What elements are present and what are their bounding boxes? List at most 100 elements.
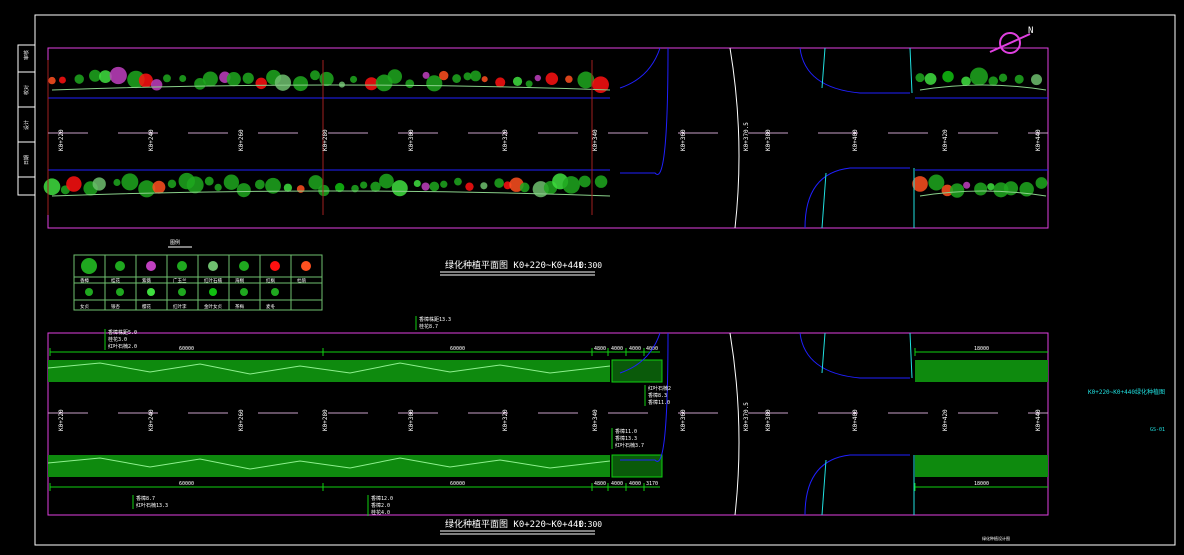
- title-block: [17, 44, 36, 196]
- station-label: K0+360: [680, 129, 687, 151]
- road-edge: [799, 47, 910, 94]
- tree-symbol: [255, 77, 267, 90]
- tree-symbol: [223, 174, 240, 190]
- tree-symbol: [452, 74, 461, 83]
- tree-symbol: [987, 183, 995, 191]
- tree-symbol: [562, 176, 580, 194]
- tree-symbol: [236, 183, 251, 198]
- tree-symbol: [1031, 74, 1043, 86]
- tree-symbol: [163, 74, 171, 83]
- station-label: K0+320: [502, 409, 509, 431]
- tree-symbol: [274, 74, 292, 91]
- station-label: K0+440: [1035, 409, 1042, 431]
- tree-symbol: [204, 176, 214, 186]
- legend-symbol-icon: [208, 261, 218, 271]
- footer-note: 绿化种植设计图: [982, 535, 1010, 541]
- tree-symbol: [58, 76, 66, 84]
- curb-line: [909, 47, 913, 94]
- tree-symbol: [387, 69, 403, 84]
- station-label: K0+220: [58, 409, 65, 431]
- legend-label: 樱花: [142, 303, 151, 310]
- station-label: K0+360: [680, 409, 687, 431]
- legend-label: 茶梅: [235, 303, 244, 310]
- tree-symbol: [360, 181, 368, 189]
- planting-strip-end: [611, 454, 663, 478]
- dimension-label: 18000: [974, 481, 989, 487]
- station-label: K0+420: [942, 129, 949, 151]
- tree-symbol: [439, 70, 449, 81]
- dimension-label: 4000: [611, 346, 623, 352]
- legend-symbol-icon: [270, 261, 280, 271]
- curb-line: [821, 47, 826, 89]
- legend-label: 紫薇: [142, 277, 151, 284]
- tree-symbol: [440, 180, 448, 188]
- dimension-label: 60000: [179, 346, 194, 352]
- tree-symbol: [138, 73, 153, 88]
- tree-symbol: [525, 80, 533, 88]
- annotation-label: 桂花3.0: [108, 336, 127, 343]
- station-label: K0+420: [942, 409, 949, 431]
- station-label: K0+400: [852, 409, 859, 431]
- tree-symbol: [242, 72, 254, 84]
- legend-symbol-icon: [116, 288, 124, 296]
- legend-title: 图例: [170, 239, 180, 246]
- tree-symbol: [265, 177, 281, 194]
- tree-symbol: [150, 79, 163, 91]
- legend-symbol-icon: [146, 261, 156, 271]
- tree-symbol: [998, 73, 1008, 82]
- plan-scale: 1:300: [578, 261, 602, 270]
- station-label: K0+240: [148, 409, 155, 431]
- north-arrow-icon: N: [989, 26, 1033, 54]
- tree-symbol: [578, 175, 591, 188]
- tree-symbol: [92, 177, 106, 191]
- planting-plan: K0+220 K0+240 K0+260 K0+280 K0+300 K0+320 K0+3…: [43, 47, 1048, 229]
- tree-symbol: [928, 174, 945, 191]
- tree-symbol: [988, 76, 998, 86]
- sheet-number: GS-01: [1150, 427, 1165, 433]
- legend-label: 红叶李: [173, 303, 187, 310]
- tree-symbol: [113, 178, 121, 186]
- road-edge: [804, 167, 910, 229]
- tree-symbol: [214, 183, 222, 192]
- station-label: K0+320: [502, 129, 509, 151]
- title-block-label: 设计: [23, 120, 30, 130]
- curb-line: [821, 172, 827, 229]
- annotation-label: 红叶石楠2: [648, 385, 671, 392]
- tree-symbol: [43, 178, 61, 196]
- station-label: K0+380: [765, 409, 772, 431]
- tree-symbol: [974, 182, 988, 196]
- road-edge: [799, 332, 910, 379]
- annotation-label: 香樟13.3: [615, 435, 637, 442]
- curb-line: [909, 332, 913, 379]
- dimension-label: 60000: [179, 481, 194, 487]
- tree-symbol: [422, 71, 430, 79]
- station-label: K0+280: [322, 129, 329, 151]
- curb-line: [821, 332, 826, 374]
- tree-symbol: [121, 173, 139, 191]
- legend-symbol-icon: [209, 288, 217, 296]
- tree-symbol: [577, 71, 595, 89]
- tree-symbol: [66, 176, 82, 192]
- planting-strip: [915, 455, 1048, 477]
- intersection-station-label: K0+370.5: [743, 122, 750, 151]
- annotation-label: 香樟8.7: [136, 495, 155, 502]
- annotation-label: 红叶石楠13.3: [136, 502, 168, 509]
- tree-symbol: [379, 173, 394, 189]
- station-label: K0+260: [238, 409, 245, 431]
- tree-symbol: [545, 72, 559, 86]
- annotation-label: 香樟2.0: [371, 502, 390, 509]
- tree-symbol: [1014, 74, 1024, 84]
- legend-symbol-icon: [240, 288, 248, 296]
- tree-symbol: [167, 179, 177, 189]
- shrub-line: [919, 190, 1047, 197]
- legend-label: 桂花: [111, 277, 120, 284]
- outer-frame: [34, 14, 1176, 546]
- planting-strip-end: [611, 359, 663, 383]
- section-scale: 1:300: [578, 520, 602, 529]
- legend-symbol-icon: [147, 288, 155, 296]
- dimension-label: 4800: [594, 346, 606, 352]
- station-label: K0+340: [592, 409, 599, 431]
- title-block-label: 日期: [24, 155, 30, 165]
- tree-symbol: [179, 75, 187, 82]
